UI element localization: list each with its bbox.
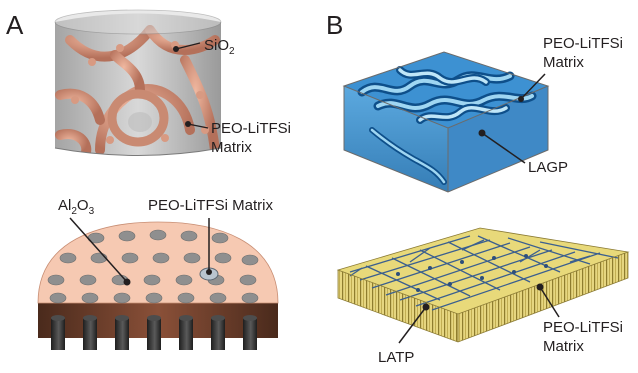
latp-slab — [336, 227, 630, 343]
lagp-network — [357, 66, 537, 185]
sio2-leader-dot — [173, 46, 179, 52]
sio2-label: SiO2 — [204, 37, 235, 57]
b-bottom-matrix-label-1: PEO-LiTFSi — [543, 319, 623, 336]
lagp-label: LAGP — [528, 159, 568, 176]
panel-b-letter: B — [326, 10, 343, 40]
al2o3-rods — [51, 315, 257, 350]
al2o3-leader — [69, 217, 128, 283]
sio2-cylinder — [54, 9, 222, 156]
b-top-matrix-label-2: Matrix — [543, 54, 584, 71]
latp-polymer-network — [349, 235, 619, 311]
a-bottom-matrix-label: PEO-LiTFSi Matrix — [148, 197, 274, 214]
sio2-network — [55, 25, 220, 156]
b-top-matrix-leader — [520, 73, 546, 100]
latp-label: LATP — [378, 349, 414, 366]
b-bottom-matrix-label-2: Matrix — [543, 338, 584, 355]
b-top-matrix-dot — [518, 96, 524, 102]
a-top-matrix-label-2: Matrix — [211, 139, 252, 156]
a-bottom-matrix-dot — [206, 269, 212, 275]
a-top-matrix-leader — [187, 123, 209, 129]
al2o3-label: Al2O3 — [58, 197, 95, 217]
al2o3-leader-dot — [123, 278, 131, 286]
lagp-box — [342, 51, 550, 193]
a-top-matrix-label-1: PEO-LiTFSi — [211, 120, 291, 137]
b-top-matrix-label-1: PEO-LiTFSi — [543, 35, 623, 52]
al2o3-holes — [47, 229, 259, 304]
sio2-leader — [175, 42, 201, 50]
latp-strand-knots — [396, 254, 548, 292]
b-bottom-matrix-leader — [539, 286, 560, 318]
latp-leader — [398, 306, 427, 344]
panel-a-letter: A — [6, 10, 24, 40]
lagp-leader — [481, 132, 526, 164]
al2o3-disc — [37, 221, 279, 350]
